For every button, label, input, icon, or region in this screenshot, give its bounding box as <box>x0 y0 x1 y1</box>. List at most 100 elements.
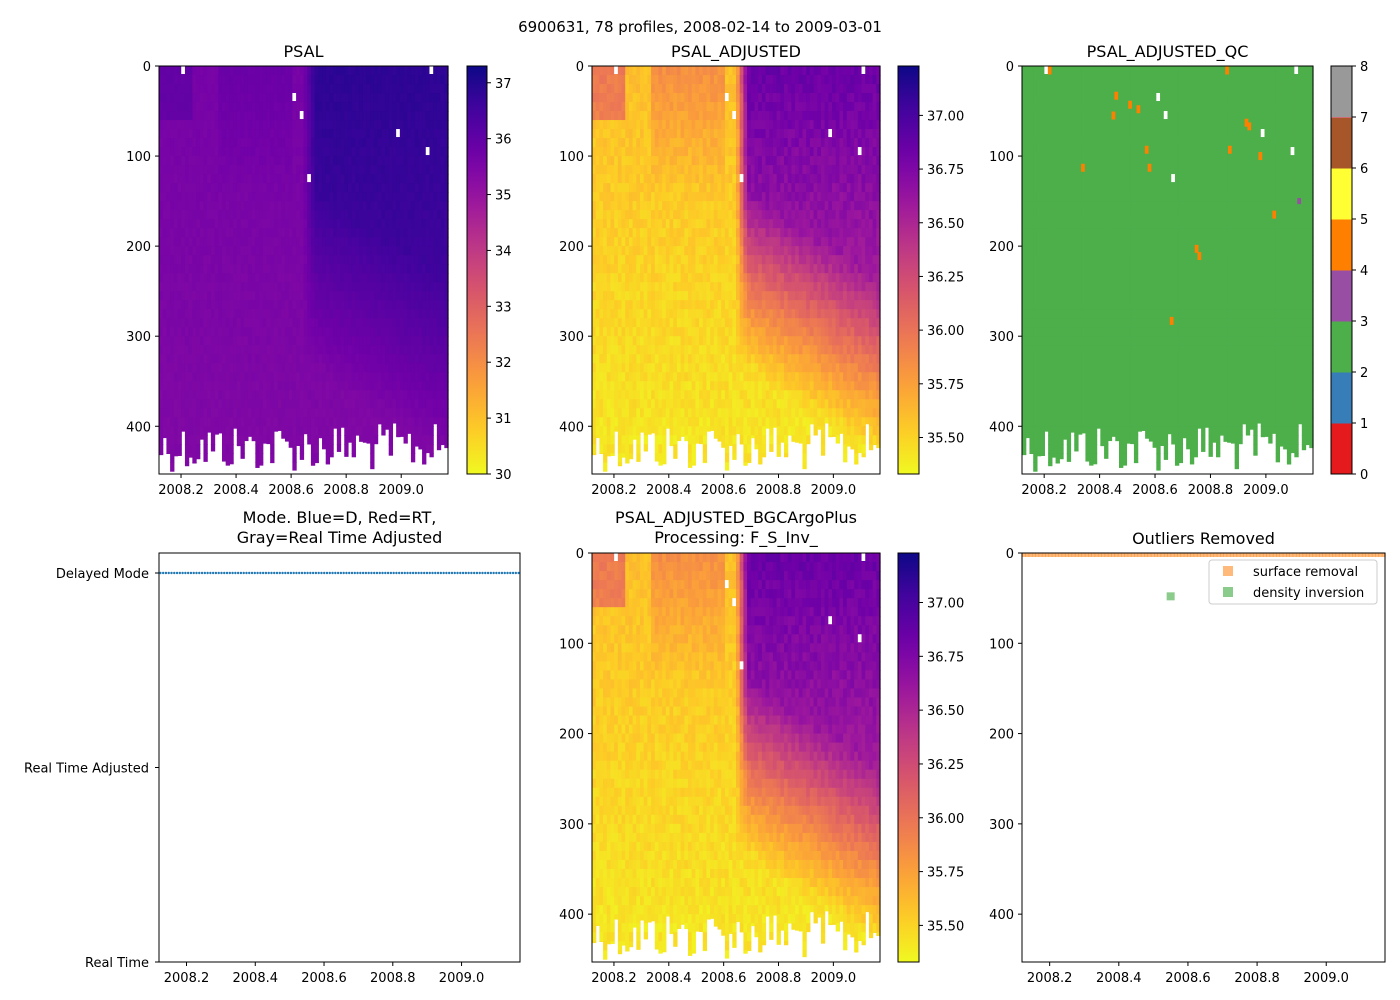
heatmap-cell <box>647 345 652 355</box>
heatmap-cell <box>385 282 390 292</box>
heatmap-cell <box>673 336 678 346</box>
heatmap-cell <box>614 192 619 202</box>
heatmap-cell <box>610 354 615 364</box>
heatmap-cell <box>429 201 434 211</box>
heatmap-cell <box>673 417 678 427</box>
heatmap-cell <box>210 246 216 256</box>
heatmap-cell <box>370 174 375 184</box>
heatmap-cell <box>699 345 704 355</box>
psal-frame <box>158 65 449 475</box>
heatmap-cell <box>699 102 704 112</box>
heatmap-cell <box>595 138 600 148</box>
heatmap-cell <box>218 372 223 382</box>
heatmap-cell <box>296 399 301 409</box>
heatmap-cell <box>610 246 615 256</box>
heatmap-cell <box>636 408 641 418</box>
heatmap-cell <box>233 417 238 427</box>
heatmap-cell <box>651 282 656 292</box>
heatmap-cell <box>673 345 678 355</box>
heatmap-cell <box>192 174 197 184</box>
heatmap-cell <box>221 120 227 130</box>
heatmap-cell <box>643 138 648 148</box>
heatmap-cell <box>669 309 674 319</box>
heatmap-cell <box>610 264 615 274</box>
heatmap-cell <box>373 318 379 328</box>
heatmap-cell <box>225 381 230 391</box>
heatmap-cell <box>440 345 445 355</box>
heatmap-cell <box>407 156 412 166</box>
heatmap-cell <box>599 156 604 166</box>
heatmap-cell <box>210 264 216 274</box>
heatmap-cell <box>340 237 345 247</box>
heatmap-cell <box>233 84 238 94</box>
heatmap-cell <box>262 426 268 436</box>
heatmap-cell <box>422 201 427 211</box>
heatmap-cell <box>366 237 371 247</box>
heatmap-cell <box>344 246 349 256</box>
heatmap-cell <box>617 111 623 121</box>
heatmap-cell <box>676 174 682 184</box>
heatmap-cell <box>444 255 449 265</box>
heatmap-cell <box>329 264 334 274</box>
heatmap-cell <box>225 453 230 463</box>
heatmap-cell <box>407 75 412 85</box>
heatmap-cell <box>184 381 190 391</box>
heatmap-cell <box>347 102 353 112</box>
heatmap-cell <box>695 156 700 166</box>
heatmap-cell <box>381 390 386 400</box>
heatmap-cell <box>717 255 722 265</box>
heatmap-cell <box>377 354 382 364</box>
heatmap-cell <box>299 183 305 193</box>
heatmap-cell <box>318 399 323 409</box>
heatmap-cell <box>229 462 234 465</box>
heatmap-cell <box>203 219 208 229</box>
heatmap-cell <box>177 246 182 256</box>
heatmap-cell <box>444 246 449 256</box>
heatmap-cell <box>377 309 382 319</box>
heatmap-cell <box>166 390 171 400</box>
heatmap-cell <box>259 444 264 454</box>
heatmap-cell <box>658 273 663 283</box>
heatmap-cell <box>177 174 182 184</box>
heatmap-cell <box>673 264 678 274</box>
heatmap-cell <box>444 408 449 418</box>
heatmap-cell <box>665 381 671 391</box>
heatmap-cell <box>695 111 700 121</box>
heatmap-cell <box>266 147 271 157</box>
heatmap-cell <box>414 219 419 229</box>
heatmap-cell <box>706 66 711 76</box>
heatmap-cell <box>662 291 667 301</box>
heatmap-cell <box>403 147 408 157</box>
heatmap-cell <box>336 102 342 112</box>
heatmap-cell <box>218 345 223 355</box>
heatmap-cell <box>299 309 305 319</box>
heatmap-cell <box>721 354 726 364</box>
heatmap-cell <box>621 291 626 301</box>
heatmap-cell <box>233 255 238 265</box>
heatmap-cell <box>628 372 634 382</box>
heatmap-cell <box>177 201 182 211</box>
heatmap-cell <box>621 138 626 148</box>
heatmap-cell <box>636 165 641 175</box>
heatmap-cell <box>606 156 612 166</box>
heatmap-cell <box>284 345 290 355</box>
heatmap-cell <box>314 147 319 157</box>
heatmap-cell <box>284 291 290 301</box>
heatmap-cell <box>322 345 327 355</box>
heatmap-cell <box>425 165 431 175</box>
heatmap-cell <box>162 336 168 346</box>
heatmap-cell <box>240 327 245 337</box>
heatmap-cell <box>702 300 708 310</box>
heatmap-cell <box>676 363 682 373</box>
heatmap-cell <box>270 453 275 463</box>
heatmap-cell <box>392 201 397 211</box>
heatmap-cell <box>329 291 334 301</box>
heatmap-cell <box>403 390 408 400</box>
heatmap-cell <box>177 282 182 292</box>
heatmap-cell <box>691 93 696 103</box>
heatmap-cell <box>229 129 234 139</box>
heatmap-cell <box>699 228 704 238</box>
heatmap-cell <box>318 345 323 355</box>
heatmap-cell <box>676 300 682 310</box>
heatmap-cell <box>695 435 700 444</box>
